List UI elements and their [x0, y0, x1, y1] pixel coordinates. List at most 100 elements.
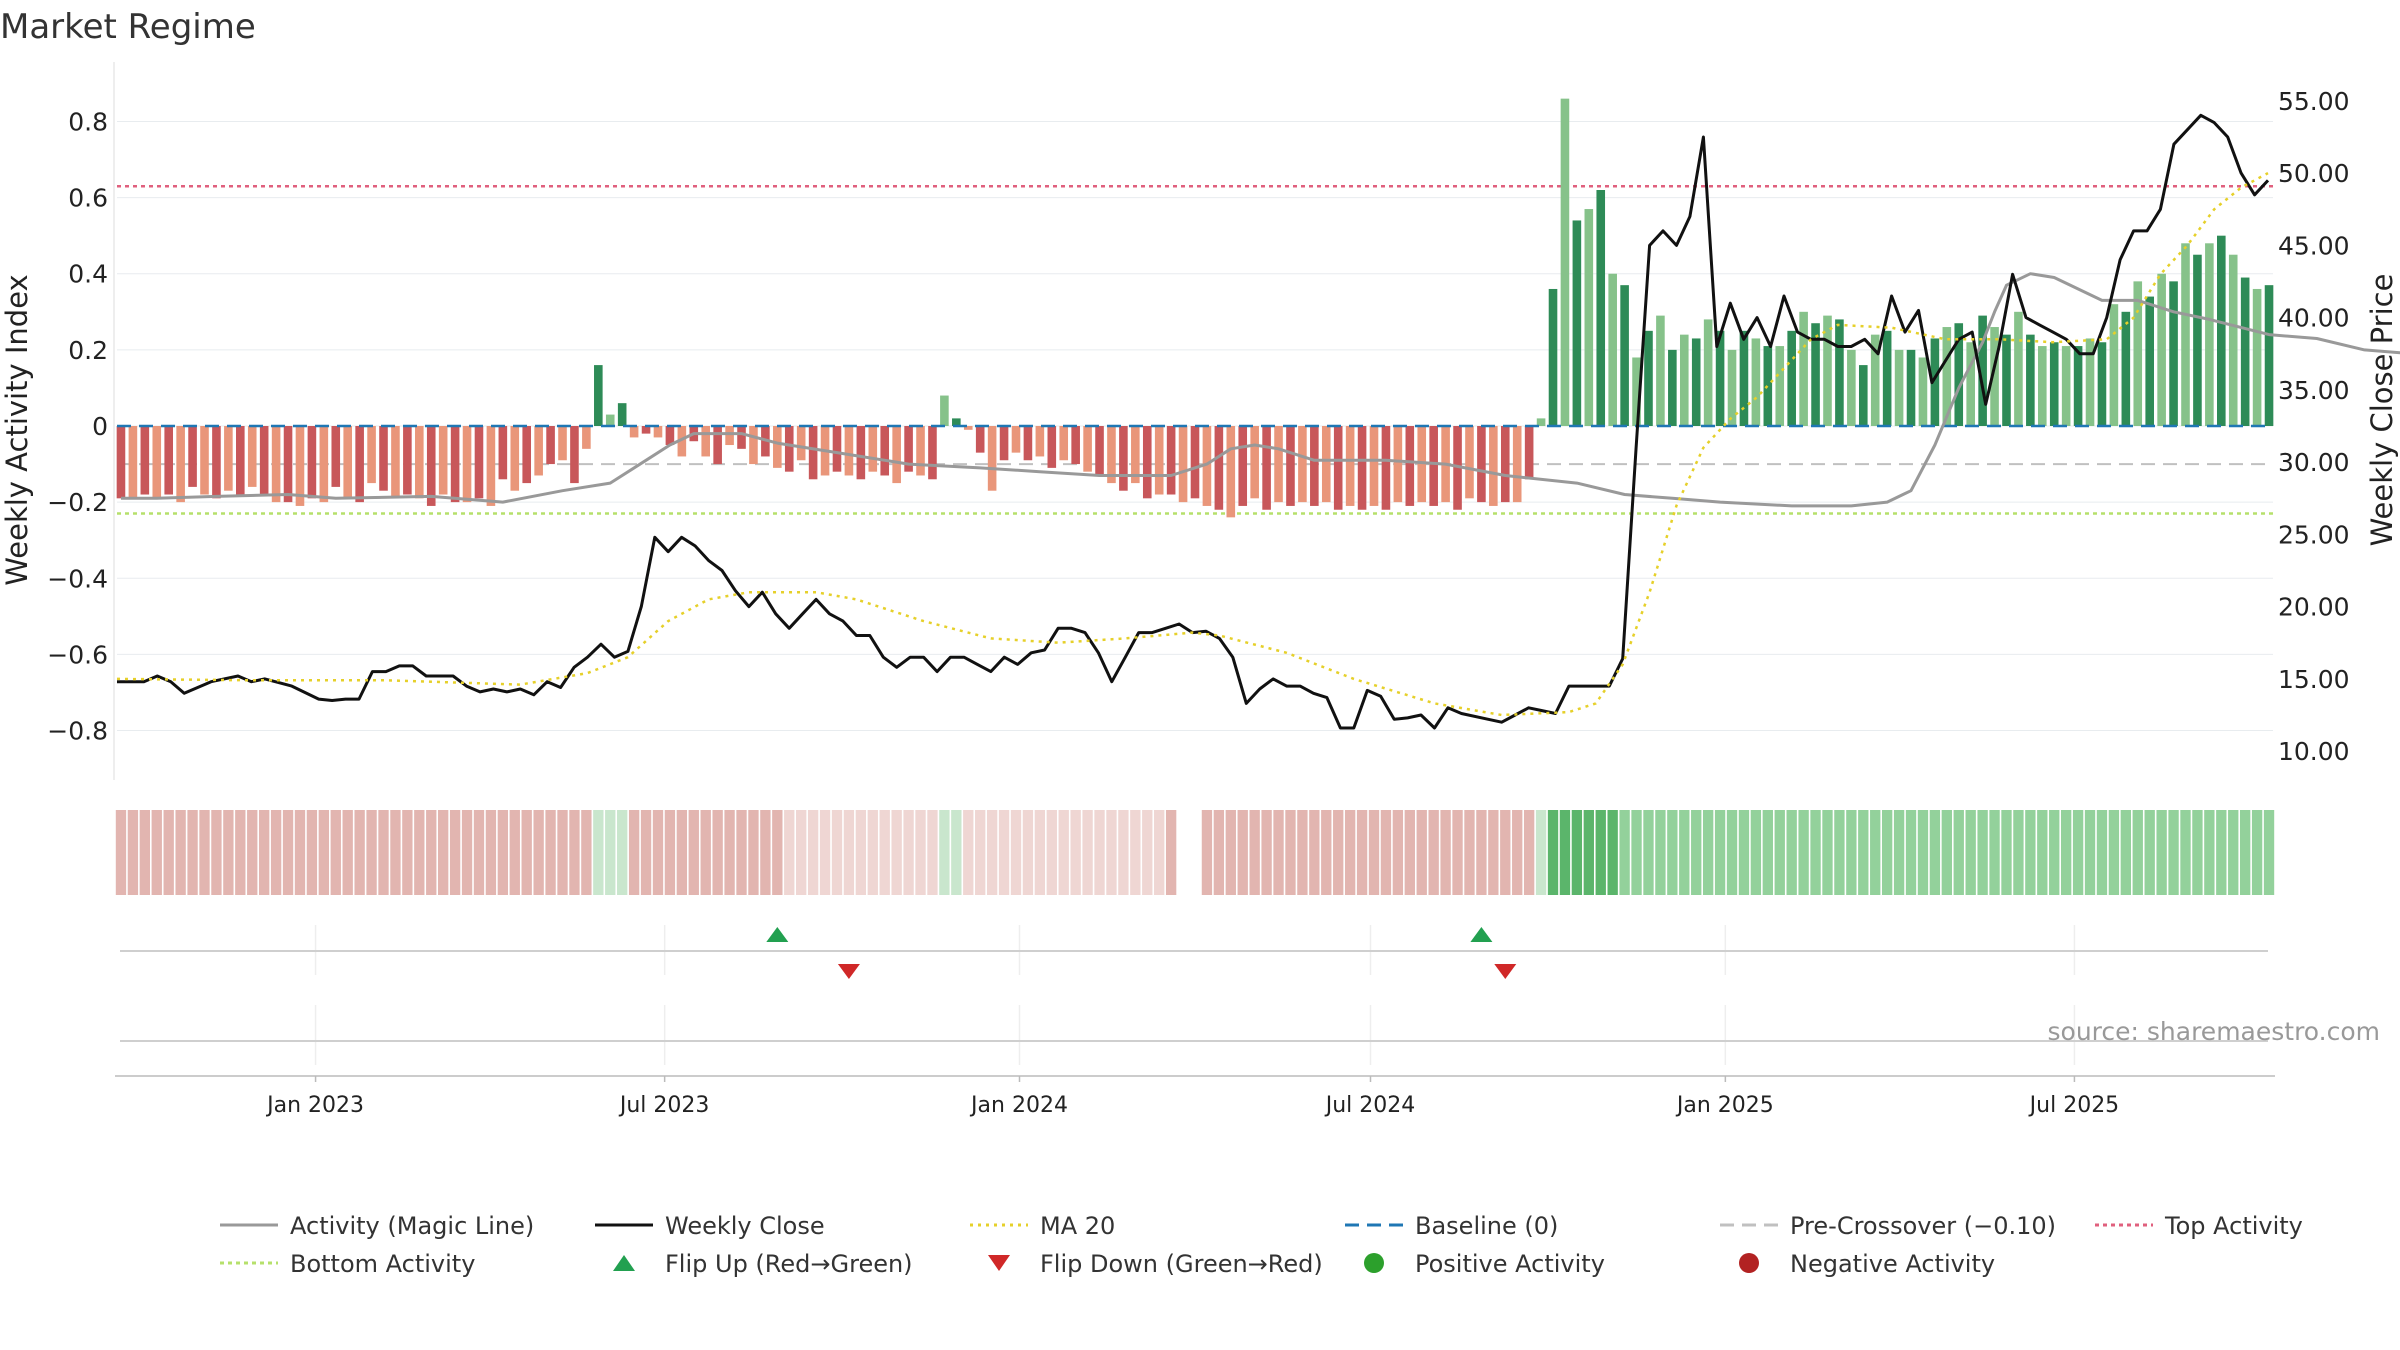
- activity-bar: [1679, 334, 1689, 426]
- regime-cell: [318, 810, 330, 895]
- regime-cell: [700, 810, 711, 895]
- activity-bar: [510, 426, 520, 491]
- activity-bar: [1226, 426, 1236, 518]
- regime-cell: [1893, 810, 1905, 895]
- x-axis: Jan 2023 Jul 2023 Jan 2024 Jul 2024 Jan 2025…: [115, 1075, 2275, 1118]
- activity-bar: [904, 426, 913, 472]
- activity-bar: [713, 426, 722, 465]
- activity-bar: [952, 418, 961, 426]
- activity-bar: [1429, 426, 1438, 506]
- activity-bar: [1954, 323, 1964, 426]
- regime-cell: [1929, 810, 1941, 895]
- regime-cell: [1559, 810, 1571, 895]
- flip-up-marker: [766, 927, 789, 942]
- y-right-tick-label: 30.00: [2278, 448, 2350, 477]
- activity-bar: [188, 426, 197, 487]
- activity-bar: [1811, 323, 1820, 426]
- regime-cell: [378, 810, 389, 895]
- regime-cell: [2084, 810, 2096, 895]
- regime-cell: [127, 810, 139, 895]
- regime-cell: [1213, 810, 1225, 895]
- regime-cell: [1452, 810, 1463, 895]
- regime-cell: [1810, 810, 1821, 895]
- activity-bar: [2240, 277, 2250, 426]
- activity-bar: [2252, 288, 2262, 426]
- activity-bar: [892, 426, 901, 484]
- y-right-tick-label: 45.00: [2278, 231, 2350, 260]
- regime-cell: [330, 810, 341, 895]
- activity-bar: [2085, 338, 2095, 426]
- activity-bar: [271, 426, 281, 503]
- activity-bar: [940, 395, 949, 426]
- series-ma-20: [116, 171, 2269, 717]
- y-axis-left-label: Weekly Activity Index: [0, 274, 34, 585]
- regime-cell: [1488, 810, 1499, 895]
- activity-bar: [999, 426, 1009, 461]
- regime-cell: [1500, 810, 1511, 895]
- activity-bar: [808, 426, 818, 480]
- activity-bar: [844, 426, 854, 476]
- legend-label: Baseline (0): [1415, 1212, 1558, 1240]
- activity-bar: [928, 426, 937, 480]
- regime-cell: [1380, 810, 1392, 895]
- regime-cell: [211, 810, 222, 895]
- activity-bar: [403, 426, 412, 495]
- activity-bar: [1214, 426, 1224, 510]
- activity-bar: [617, 403, 627, 426]
- activity-bar: [1321, 426, 1331, 503]
- regime-cell: [1619, 810, 1630, 895]
- flip-events-panel: [120, 925, 2268, 979]
- regime-cell: [1261, 810, 1272, 895]
- activity-bar: [1930, 338, 1940, 426]
- x-tick-label: Jul 2023: [618, 1093, 710, 1118]
- regime-cell: [473, 810, 485, 895]
- activity-bar: [963, 426, 973, 430]
- activity-bar: [200, 426, 209, 495]
- activity-bar: [1298, 426, 1307, 503]
- regime-cell: [235, 810, 246, 895]
- y-left-tick-label: 0.2: [68, 336, 108, 365]
- activity-bar: [1739, 330, 1749, 426]
- regime-cell: [485, 810, 497, 895]
- activity-bar: [641, 426, 651, 434]
- regime-cell: [1535, 810, 1547, 895]
- activity-bar: [367, 426, 376, 484]
- regime-cell: [1583, 810, 1594, 895]
- activity-bar: [1142, 426, 1152, 499]
- regime-cell: [915, 810, 926, 895]
- activity-bar: [558, 426, 567, 461]
- regime-cell: [1822, 810, 1833, 895]
- activity-bar: [2193, 254, 2202, 426]
- regime-cell: [1225, 810, 1236, 895]
- regime-cell: [1702, 810, 1714, 895]
- regime-cell: [223, 810, 234, 895]
- x-tick-label: Jan 2025: [1675, 1093, 1774, 1118]
- regime-cell: [1094, 810, 1105, 895]
- regime-cell: [581, 810, 592, 895]
- activity-bar: [319, 426, 329, 503]
- activity-bar: [2205, 243, 2214, 426]
- activity-bar: [1381, 426, 1391, 510]
- regime-cell: [270, 810, 282, 895]
- regime-cell: [1464, 810, 1475, 895]
- regime-cell: [1631, 810, 1642, 895]
- activity-bar: [343, 426, 353, 499]
- regime-cell: [1726, 810, 1738, 895]
- legend-label: Positive Activity: [1415, 1250, 1605, 1278]
- legend-label: Activity (Magic Line): [290, 1212, 534, 1240]
- activity-bar: [283, 426, 293, 503]
- activity-bar: [1763, 346, 1773, 426]
- regime-cell: [2251, 810, 2263, 895]
- regime-cell: [1607, 810, 1618, 895]
- legend-label: Flip Down (Green→Red): [1040, 1250, 1323, 1278]
- regime-cell: [986, 810, 998, 895]
- activity-bar: [582, 426, 591, 449]
- regime-cell: [426, 810, 437, 895]
- regime-cell: [975, 810, 986, 895]
- y-left-tick-label: 0.6: [68, 184, 108, 213]
- regime-cell: [1237, 810, 1248, 895]
- regime-cell: [1786, 810, 1797, 895]
- activity-bar: [1178, 426, 1188, 503]
- legend-swatch-up: [613, 1255, 635, 1271]
